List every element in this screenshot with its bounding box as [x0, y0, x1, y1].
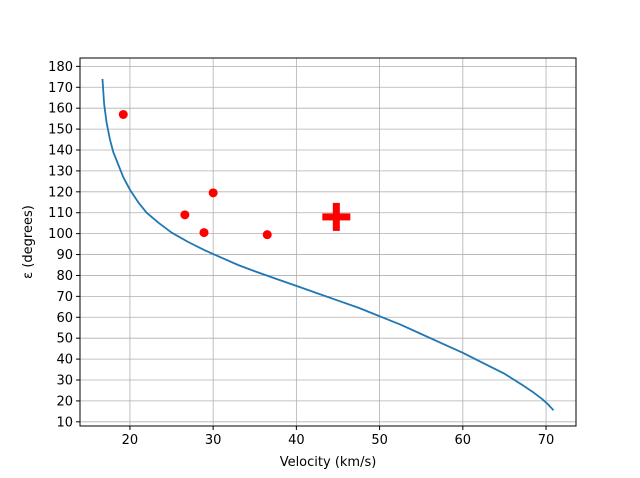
- x-tick-label: 60: [455, 433, 472, 448]
- data-point: [199, 228, 209, 238]
- plus-marker-vertical-bar: [332, 202, 340, 231]
- y-tick-label: 60: [56, 311, 73, 326]
- y-tick-label: 70: [56, 290, 73, 305]
- x-axis-label: Velocity (km/s): [280, 455, 377, 470]
- y-tick-label: 90: [56, 248, 73, 263]
- y-tick-label: 100: [48, 227, 73, 242]
- y-tick-label: 160: [48, 102, 73, 117]
- x-tick-label: 20: [122, 433, 139, 448]
- y-tick-label: 120: [48, 185, 73, 200]
- y-tick-label: 110: [48, 206, 73, 221]
- y-tick-label: 180: [48, 60, 73, 75]
- x-tick-label: 30: [205, 433, 222, 448]
- ticks: 20 30 40 50 60 70 10 20 30 40 50 60 70 80 90 100 110 120 1…: [48, 60, 554, 448]
- y-tick-label: 150: [48, 123, 73, 138]
- grid: [80, 58, 576, 426]
- data-point: [180, 210, 190, 220]
- y-tick-label: 130: [48, 164, 73, 179]
- data-point: [262, 230, 272, 240]
- y-tick-label: 10: [56, 415, 73, 430]
- y-tick-label: 30: [56, 374, 73, 389]
- y-tick-label: 170: [48, 81, 73, 96]
- x-tick-label: 70: [538, 433, 555, 448]
- data-point: [118, 109, 128, 119]
- model-curve-line: [101, 78, 555, 411]
- y-tick-label: 40: [56, 353, 73, 368]
- y-tick-label: 80: [56, 269, 73, 284]
- plot-frame: [79, 57, 577, 427]
- data-point: [208, 188, 218, 198]
- y-tick-label: 140: [48, 144, 73, 159]
- y-tick-label: 20: [56, 394, 73, 409]
- y-tick-label: 50: [56, 332, 73, 347]
- y-axis-label: ε (degrees): [21, 205, 36, 279]
- series-layer: [101, 78, 555, 411]
- plus-marker: [322, 202, 351, 231]
- x-tick-label: 40: [288, 433, 305, 448]
- x-tick-label: 50: [371, 433, 388, 448]
